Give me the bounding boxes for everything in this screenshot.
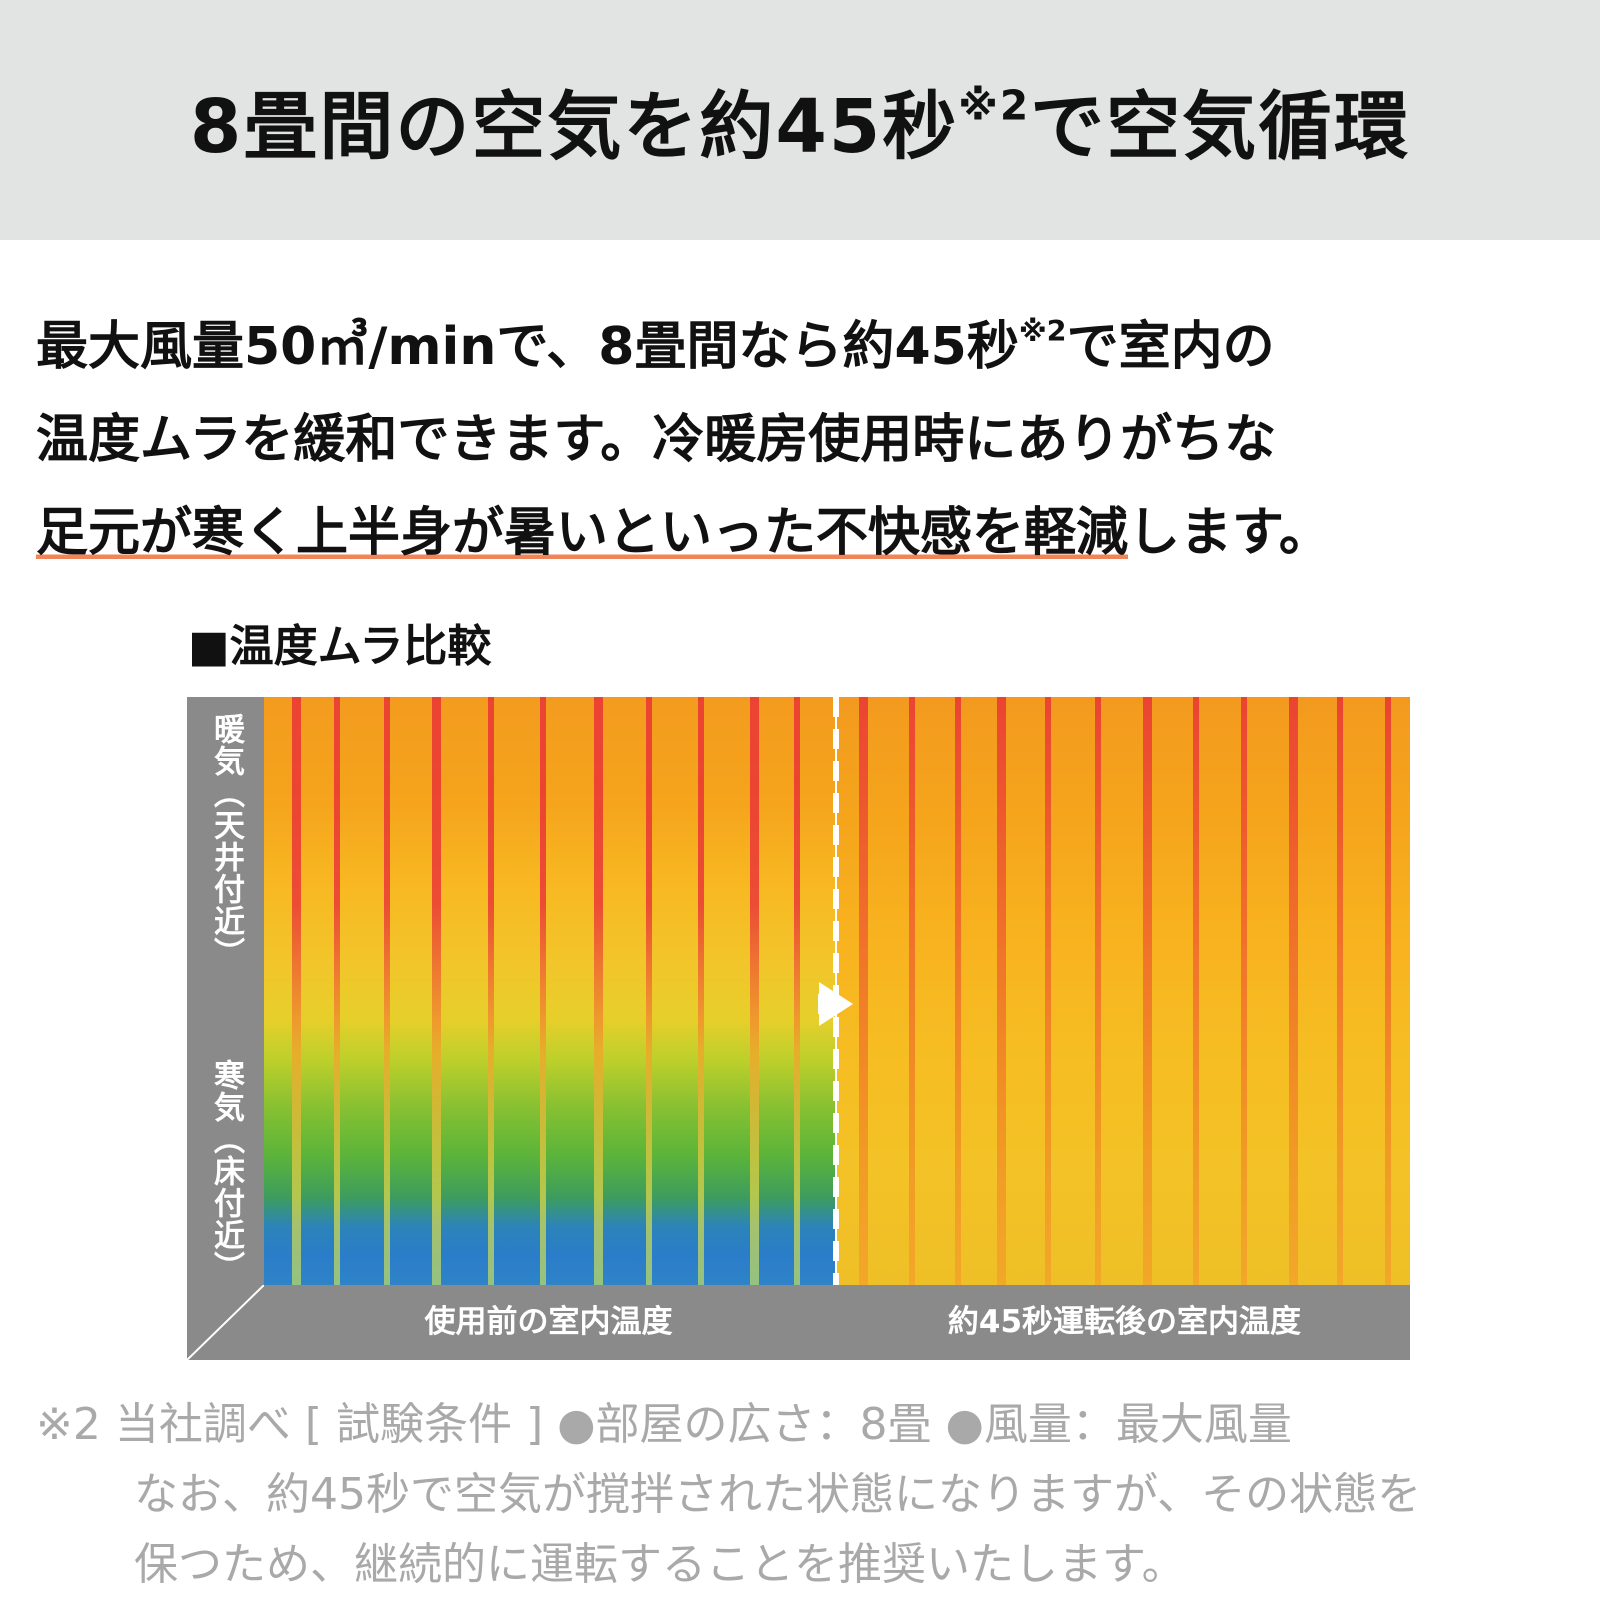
- footnote-line-1: ※2 当社調べ [ 試験条件 ] ●部屋の広さ：8畳 ●風量：最大風量: [36, 1399, 1292, 1450]
- intro-text: 最大風量50㎥/minで、8畳間なら約45秒※2で室内の 温度ムラを緩和できます…: [36, 285, 1576, 580]
- y-axis-band: [187, 697, 264, 1285]
- y-label-warm-air: 暖気（天井付近）: [208, 713, 244, 969]
- thermal-streak: [794, 697, 800, 1285]
- thermal-streak: [594, 697, 603, 1285]
- thermal-image-before: [264, 697, 835, 1285]
- thermal-streak: [1045, 697, 1051, 1285]
- thermal-streak: [488, 697, 494, 1285]
- temperature-comparison-figure: 暖気（天井付近） 寒気（床付近） 使用前の室内温度 約45秒運転後の室内温度: [187, 697, 1410, 1360]
- thermal-streak: [334, 697, 340, 1285]
- thermal-image-after: [837, 697, 1410, 1285]
- thermal-streak: [646, 697, 652, 1285]
- footnote-line-2: なお、約45秒で空気が撹拌された状態になりますが、その状態を: [134, 1469, 1422, 1520]
- header-banner: 8畳間の空気を約45秒※2で空気循環: [0, 0, 1600, 240]
- intro-footnote-mark: ※2: [1018, 314, 1067, 348]
- highlighted-phrase: 足元が寒く上半身が暑いといった不快感を軽減: [36, 502, 1129, 563]
- thermal-streak: [859, 697, 868, 1285]
- thermal-streak: [909, 697, 915, 1285]
- intro-line-1: 最大風量50㎥/minで、8畳間なら約45秒※2で室内の: [36, 314, 1275, 377]
- thermal-streak: [698, 697, 704, 1285]
- thermal-streak: [1337, 697, 1343, 1285]
- page-title: 8畳間の空気を約45秒※2で空気循環: [189, 80, 1411, 170]
- thermal-streak: [540, 697, 546, 1285]
- thermal-streak: [384, 697, 390, 1285]
- thermal-streak: [1143, 697, 1152, 1285]
- footnotes: ※2 当社調べ [ 試験条件 ] ●部屋の広さ：8畳 ●風量：最大風量 なお、約…: [36, 1390, 1596, 1600]
- thermal-streak: [1241, 697, 1247, 1285]
- thermal-streak: [1095, 697, 1101, 1285]
- intro-line-3: 足元が寒く上半身が暑いといった不快感を軽減します。: [36, 502, 1331, 563]
- dashed-divider: [833, 697, 839, 1360]
- thermal-streak: [1385, 697, 1391, 1285]
- thermal-streak: [997, 697, 1006, 1285]
- intro-line-2: 温度ムラを緩和できます。冷暖房使用時にありがちな: [36, 409, 1277, 470]
- arrow-right-icon: [819, 982, 853, 1026]
- axis-corner-diagonal: [187, 1285, 264, 1360]
- thermal-streak: [1193, 697, 1199, 1285]
- thermal-streak: [750, 697, 759, 1285]
- thermal-streak: [432, 697, 441, 1285]
- thermal-streak: [955, 697, 961, 1285]
- x-label-before-use: 使用前の室内温度: [424, 1304, 673, 1340]
- y-label-cold-air: 寒気（床付近）: [208, 1059, 244, 1283]
- thermal-streak: [292, 697, 301, 1285]
- thermal-streak: [1289, 697, 1298, 1285]
- title-footnote-mark: ※2: [958, 80, 1031, 129]
- footnote-line-3: 保つため、継続的に運転することを推奨いたします。: [134, 1539, 1186, 1590]
- x-axis-band: [187, 1285, 1410, 1360]
- x-label-after-45s: 約45秒運転後の室内温度: [947, 1304, 1302, 1340]
- comparison-heading: ■温度ムラ比較: [188, 621, 492, 672]
